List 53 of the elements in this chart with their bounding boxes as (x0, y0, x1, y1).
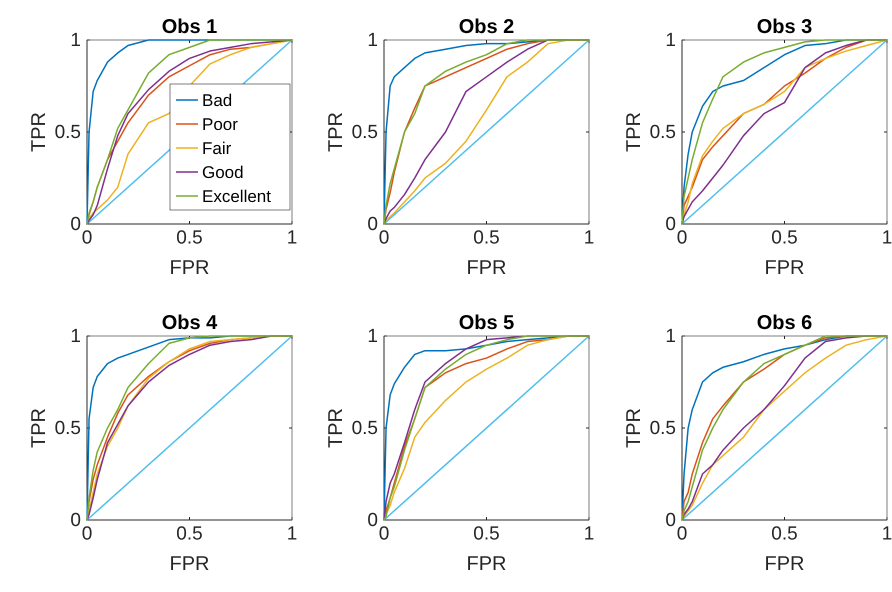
y-axis-title: TPR (623, 408, 645, 448)
y-tick-label: 0.5 (352, 418, 378, 440)
x-tick-label: 0.5 (176, 523, 203, 544)
y-tick-label: 1 (367, 30, 378, 52)
legend-label: Good (202, 163, 244, 182)
x-tick-label: 1 (584, 523, 594, 544)
x-tick-label: 1 (286, 523, 298, 544)
x-axis-title: FPR (170, 257, 210, 279)
x-axis-title: FPR (170, 553, 210, 575)
chart-title: Obs 1 (162, 16, 218, 38)
y-tick-label: 0.5 (352, 122, 378, 144)
chart-title: Obs 2 (458, 16, 514, 38)
chart-title: Obs 4 (162, 312, 218, 334)
y-tick-label: 1 (70, 326, 81, 348)
y-tick-label: 0.5 (54, 122, 81, 144)
x-tick-label: 0.5 (771, 227, 798, 248)
x-tick-label: 1 (882, 523, 892, 544)
y-axis-title: TPR (325, 408, 347, 448)
y-tick-label: 1 (665, 326, 676, 348)
y-tick-label: 0 (665, 510, 676, 532)
y-tick-label: 0 (70, 214, 81, 236)
x-tick-label: 0.5 (473, 523, 500, 544)
y-axis-title: TPR (623, 112, 645, 152)
x-tick-label: 0.5 (176, 227, 203, 248)
legend-label: Poor (202, 115, 238, 134)
x-tick-label: 1 (882, 227, 892, 248)
y-tick-label: 0 (665, 214, 676, 236)
y-axis-title: TPR (28, 408, 50, 448)
x-tick-label: 1 (286, 227, 298, 248)
y-tick-label: 1 (367, 326, 378, 348)
y-tick-label: 0 (367, 510, 378, 532)
y-axis-title: TPR (28, 112, 50, 152)
y-tick-label: 0.5 (650, 122, 676, 144)
x-axis-title: FPR (764, 553, 804, 575)
legend-label: Excellent (202, 187, 272, 206)
chart-title: Obs 3 (756, 16, 812, 38)
chart-title: Obs 5 (458, 312, 514, 334)
legend-label: Fair (202, 139, 232, 158)
chart-title: Obs 6 (756, 312, 812, 334)
y-tick-label: 0.5 (650, 418, 676, 440)
legend-label: Bad (202, 91, 232, 110)
y-axis-title: TPR (325, 112, 347, 152)
y-tick-label: 0 (367, 214, 378, 236)
x-tick-label: 0.5 (771, 523, 798, 544)
y-tick-label: 0 (70, 510, 81, 532)
y-tick-label: 1 (665, 30, 676, 52)
x-tick-label: 1 (584, 227, 594, 248)
x-tick-label: 0.5 (473, 227, 500, 248)
y-tick-label: 0.5 (54, 418, 81, 440)
x-axis-title: FPR (764, 257, 804, 279)
x-axis-title: FPR (466, 553, 506, 575)
y-tick-label: 1 (70, 30, 81, 52)
x-axis-title: FPR (466, 257, 506, 279)
